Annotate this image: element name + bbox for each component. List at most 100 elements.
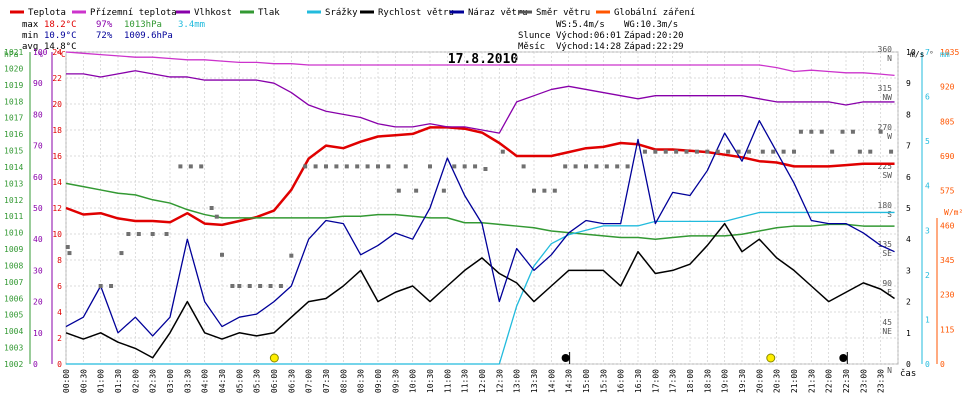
series-line — [65, 51, 895, 77]
stat-value: 1013hPa — [124, 20, 162, 30]
pct-tick: 100 — [33, 48, 48, 57]
x-tick: 06:30 — [287, 369, 296, 393]
x-tick: 11:00 — [443, 369, 452, 393]
hpa-tick: 1013 — [4, 179, 23, 188]
c-tick: 6 — [57, 282, 62, 291]
wind-dir-point — [819, 129, 824, 134]
x-tick: 16:00 — [617, 369, 626, 393]
stat-value: max — [22, 20, 39, 30]
wind-dir-point — [878, 129, 883, 134]
c-tick: 18 — [52, 126, 62, 135]
series-line — [66, 70, 895, 134]
wind-dir-point — [462, 164, 467, 169]
legend-label: Teplota — [28, 8, 66, 18]
ms-tick: 2 — [906, 298, 911, 307]
mm-tick: 4 — [925, 182, 930, 191]
x-tick: 00:30 — [79, 369, 88, 393]
dir-tick: 360 — [878, 45, 893, 54]
x-tick: 19:00 — [721, 369, 730, 393]
wind-dir-point — [521, 164, 526, 169]
x-tick: 02:30 — [149, 369, 158, 393]
legend-label: Směr větru — [536, 8, 590, 18]
wind-dir-point — [830, 149, 835, 154]
dir-tick: 180 — [878, 201, 893, 210]
wind-dir-point — [705, 149, 710, 154]
wind-dir-point — [220, 252, 224, 257]
mm-label: mm — [940, 50, 950, 59]
pct-tick: 10 — [33, 329, 43, 338]
wind-dir-point — [857, 149, 862, 154]
c-tick: 24 — [52, 48, 62, 57]
wind-dir-point — [594, 164, 599, 169]
dir-name: NE — [882, 327, 892, 336]
x-tick: 15:00 — [582, 369, 591, 393]
c-label: °C — [56, 50, 66, 59]
stat-value: min — [22, 31, 38, 41]
legend-label: Přízemní teplota — [90, 8, 177, 18]
wind-dir-point — [746, 149, 751, 154]
wind-dir-point — [403, 164, 408, 169]
x-tick: 05:00 — [235, 369, 244, 393]
wind-dir-point — [209, 206, 214, 210]
x-tick: 11:30 — [461, 369, 470, 393]
c-tick: 20 — [52, 100, 62, 109]
wind-dir-point — [178, 164, 183, 169]
ms-tick: 7 — [906, 142, 911, 151]
ms-tick: 3 — [906, 266, 911, 275]
wind-dir-point — [303, 164, 308, 169]
ms-tick: 0 — [906, 360, 911, 369]
pct-tick: 30 — [33, 266, 43, 275]
info-text: Východ:14:28 — [556, 42, 621, 52]
wind-dir-point — [278, 284, 283, 288]
x-axis-label: čas — [900, 368, 916, 379]
c-tick: 10 — [52, 230, 62, 239]
wind-dir-point — [625, 164, 630, 169]
wind-dir-point — [736, 149, 741, 154]
wind-dir-point — [889, 149, 894, 154]
x-tick: 21:30 — [807, 369, 816, 393]
wind-dir-point — [237, 284, 242, 288]
hpa-tick: 1012 — [4, 196, 23, 205]
c-tick: 8 — [57, 256, 62, 265]
wind-dir-point — [188, 164, 193, 169]
hpa-label: hPa — [4, 50, 19, 59]
wind-dir-point — [334, 164, 339, 169]
mm-tick: 0 — [925, 360, 930, 369]
wind-dir-point — [798, 129, 803, 134]
wm2-tick: 690 — [940, 152, 955, 161]
grid — [65, 51, 899, 365]
x-tick: 05:30 — [253, 369, 262, 393]
stat-value: 97% — [96, 20, 113, 30]
legend-label: Tlak — [258, 8, 280, 18]
info-text: Slunce — [518, 31, 551, 41]
stat-value: 3.4mm — [178, 20, 205, 30]
dir-tick: 135 — [878, 240, 893, 249]
x-tick: 17:00 — [651, 369, 660, 393]
c-tick: 22 — [52, 74, 62, 83]
wind-dir-point — [324, 164, 328, 169]
stat-value: 72% — [96, 31, 113, 41]
x-tick: 07:30 — [322, 369, 331, 393]
x-tick: 22:00 — [825, 369, 834, 393]
wind-dir-point — [67, 251, 72, 256]
right-axes: N45NE90E135SE180S225SW270W315NW360N01234… — [878, 45, 964, 375]
pct-tick: 60 — [33, 173, 43, 182]
mm-tick: 6 — [925, 93, 930, 102]
wind-dir-point — [532, 188, 536, 193]
legend: Teplota Přízemní teplota Vlhkost Tlak Srážky… — [10, 8, 695, 18]
stat-value: avg — [22, 42, 38, 52]
info-text: Západ:22:29 — [624, 42, 684, 52]
wind-dir-point — [126, 232, 131, 236]
wind-dir-point — [109, 284, 114, 288]
ms-tick: 5 — [906, 204, 911, 213]
stat-value: 10.9°C — [44, 31, 77, 41]
legend-label: Vlhkost — [194, 8, 232, 18]
stat-value: 1009.6hPa — [124, 31, 173, 41]
dir-name: W — [887, 132, 892, 141]
wind-dir-point — [65, 245, 70, 249]
wind-dir-point — [552, 188, 557, 193]
x-tick: 09:00 — [374, 369, 383, 393]
mm-tick: 3 — [925, 226, 930, 235]
wind-dir-point — [268, 284, 273, 288]
